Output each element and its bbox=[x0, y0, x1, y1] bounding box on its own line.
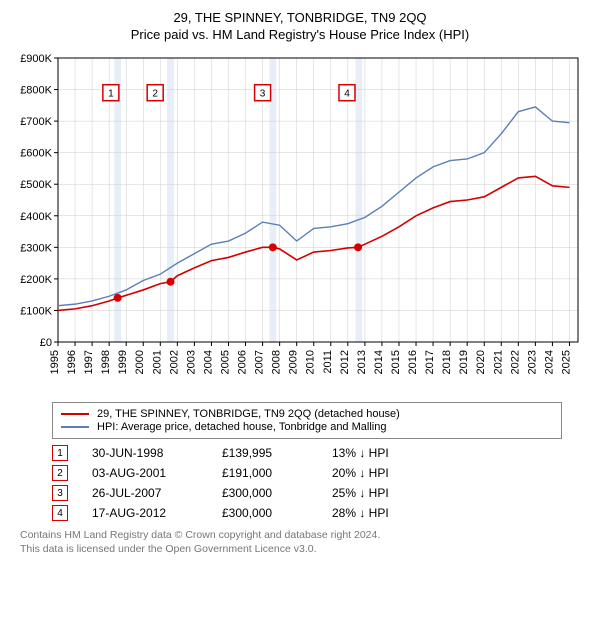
svg-text:£400K: £400K bbox=[20, 211, 52, 223]
svg-text:2006: 2006 bbox=[237, 350, 249, 374]
event-date: 17-AUG-2012 bbox=[92, 506, 222, 520]
event-marker: 2 bbox=[52, 465, 68, 481]
svg-text:2005: 2005 bbox=[219, 350, 231, 374]
svg-text:2007: 2007 bbox=[254, 350, 266, 374]
footnote: Contains HM Land Registry data © Crown c… bbox=[20, 529, 590, 556]
svg-text:1: 1 bbox=[108, 89, 114, 100]
footnote-l2: This data is licensed under the Open Gov… bbox=[20, 543, 317, 555]
svg-text:2016: 2016 bbox=[407, 350, 419, 374]
svg-text:3: 3 bbox=[260, 89, 266, 100]
svg-text:£200K: £200K bbox=[20, 274, 52, 286]
svg-text:2024: 2024 bbox=[543, 350, 555, 374]
svg-text:£0: £0 bbox=[40, 337, 52, 349]
svg-text:2011: 2011 bbox=[322, 350, 334, 374]
chart-area: £0 £100K £200K £300K £400K £500K £600K £700K £80… bbox=[10, 52, 590, 392]
svg-text:£100K: £100K bbox=[20, 305, 52, 317]
svg-text:1999: 1999 bbox=[117, 350, 129, 374]
event-row: 4 17-AUG-2012£300,00028% ↓ HPI bbox=[52, 505, 590, 521]
svg-text:2020: 2020 bbox=[475, 350, 487, 374]
svg-text:£800K: £800K bbox=[20, 85, 52, 97]
svg-text:2002: 2002 bbox=[168, 350, 180, 374]
event-pct: 20% ↓ HPI bbox=[332, 466, 452, 480]
svg-text:2013: 2013 bbox=[356, 350, 368, 374]
svg-text:2015: 2015 bbox=[390, 350, 402, 374]
chart-title: 29, THE SPINNEY, TONBRIDGE, TN9 2QQ bbox=[10, 10, 590, 25]
event-pct: 28% ↓ HPI bbox=[332, 506, 452, 520]
svg-text:2000: 2000 bbox=[134, 350, 146, 374]
legend-row: HPI: Average price, detached house, Tonb… bbox=[61, 421, 553, 433]
svg-text:2003: 2003 bbox=[185, 350, 197, 374]
svg-text:2018: 2018 bbox=[441, 350, 453, 374]
chart-container: 29, THE SPINNEY, TONBRIDGE, TN9 2QQ Pric… bbox=[0, 0, 600, 564]
svg-text:£500K: £500K bbox=[20, 179, 52, 191]
svg-text:2008: 2008 bbox=[271, 350, 283, 374]
legend-swatch bbox=[61, 426, 89, 428]
legend: 29, THE SPINNEY, TONBRIDGE, TN9 2QQ (det… bbox=[52, 402, 562, 439]
event-row: 1 30-JUN-1998£139,99513% ↓ HPI bbox=[52, 445, 590, 461]
chart-subtitle: Price paid vs. HM Land Registry's House … bbox=[10, 27, 590, 42]
svg-text:2014: 2014 bbox=[373, 350, 385, 374]
event-marker: 4 bbox=[52, 505, 68, 521]
line-chart: £0 £100K £200K £300K £400K £500K £600K £700K £80… bbox=[10, 52, 590, 392]
event-price: £300,000 bbox=[222, 506, 332, 520]
event-price: £139,995 bbox=[222, 446, 332, 460]
legend-label: 29, THE SPINNEY, TONBRIDGE, TN9 2QQ (det… bbox=[97, 408, 400, 420]
svg-text:2019: 2019 bbox=[458, 350, 470, 374]
event-date: 03-AUG-2001 bbox=[92, 466, 222, 480]
legend-swatch bbox=[61, 413, 89, 415]
event-date: 26-JUL-2007 bbox=[92, 486, 222, 500]
event-price: £191,000 bbox=[222, 466, 332, 480]
svg-text:1997: 1997 bbox=[83, 350, 95, 374]
svg-text:£600K: £600K bbox=[20, 148, 52, 160]
svg-text:2017: 2017 bbox=[424, 350, 436, 374]
svg-text:1998: 1998 bbox=[100, 350, 112, 374]
legend-label: HPI: Average price, detached house, Tonb… bbox=[97, 421, 386, 433]
footnote-l1: Contains HM Land Registry data © Crown c… bbox=[20, 529, 380, 541]
svg-text:2010: 2010 bbox=[305, 350, 317, 374]
event-row: 3 26-JUL-2007£300,00025% ↓ HPI bbox=[52, 485, 590, 501]
event-row: 2 03-AUG-2001£191,00020% ↓ HPI bbox=[52, 465, 590, 481]
events-table: 1 30-JUN-1998£139,99513% ↓ HPI 2 03-AUG-200… bbox=[52, 445, 590, 521]
svg-text:1996: 1996 bbox=[66, 350, 78, 374]
svg-text:2004: 2004 bbox=[202, 350, 214, 374]
svg-text:2021: 2021 bbox=[492, 350, 504, 374]
legend-row: 29, THE SPINNEY, TONBRIDGE, TN9 2QQ (det… bbox=[61, 408, 553, 420]
svg-text:2012: 2012 bbox=[339, 350, 351, 374]
svg-text:£300K: £300K bbox=[20, 242, 52, 254]
event-price: £300,000 bbox=[222, 486, 332, 500]
event-marker: 3 bbox=[52, 485, 68, 501]
svg-text:£900K: £900K bbox=[20, 53, 52, 65]
svg-text:2001: 2001 bbox=[151, 350, 163, 374]
event-date: 30-JUN-1998 bbox=[92, 446, 222, 460]
svg-text:2023: 2023 bbox=[526, 350, 538, 374]
event-pct: 25% ↓ HPI bbox=[332, 486, 452, 500]
svg-text:1995: 1995 bbox=[49, 350, 61, 374]
svg-text:£700K: £700K bbox=[20, 116, 52, 128]
svg-text:2009: 2009 bbox=[288, 350, 300, 374]
event-pct: 13% ↓ HPI bbox=[332, 446, 452, 460]
svg-text:2: 2 bbox=[152, 89, 158, 100]
event-marker: 1 bbox=[52, 445, 68, 461]
svg-text:2022: 2022 bbox=[509, 350, 521, 374]
svg-text:4: 4 bbox=[344, 89, 350, 100]
svg-text:2025: 2025 bbox=[560, 350, 572, 374]
